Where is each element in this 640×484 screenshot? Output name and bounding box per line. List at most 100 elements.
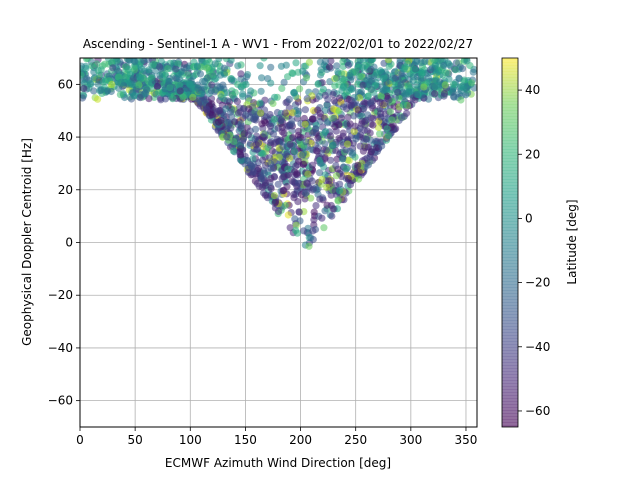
data-point bbox=[128, 81, 136, 89]
y-tick-label: 0 bbox=[65, 236, 73, 250]
data-point bbox=[203, 64, 211, 72]
data-point bbox=[228, 75, 236, 83]
data-point bbox=[94, 95, 102, 103]
y-tick-label: 20 bbox=[58, 183, 73, 197]
data-point bbox=[247, 87, 255, 95]
data-point bbox=[351, 122, 359, 130]
data-point bbox=[271, 198, 280, 206]
data-point bbox=[364, 111, 372, 119]
data-point bbox=[384, 58, 393, 64]
data-point bbox=[345, 156, 353, 164]
data-point bbox=[305, 242, 313, 250]
data-point bbox=[376, 105, 384, 113]
data-point bbox=[404, 60, 412, 68]
data-point bbox=[80, 94, 87, 102]
data-point bbox=[193, 62, 201, 70]
data-point bbox=[316, 109, 324, 118]
data-point bbox=[243, 73, 251, 81]
data-point bbox=[318, 175, 326, 184]
data-point bbox=[355, 168, 363, 176]
data-point bbox=[344, 61, 352, 69]
data-point bbox=[418, 71, 426, 79]
data-point bbox=[284, 165, 292, 173]
data-point bbox=[292, 162, 300, 170]
data-point bbox=[257, 109, 265, 117]
data-point bbox=[354, 161, 362, 169]
data-point bbox=[194, 84, 202, 92]
colorbar-tick-label: 0 bbox=[525, 211, 533, 225]
data-point bbox=[403, 109, 411, 117]
data-point bbox=[260, 169, 268, 177]
data-point bbox=[296, 85, 304, 93]
data-point bbox=[289, 133, 297, 142]
data-point bbox=[356, 142, 364, 150]
data-point bbox=[252, 141, 260, 149]
x-tick-label: 300 bbox=[399, 433, 422, 447]
data-point bbox=[215, 58, 223, 63]
data-point bbox=[316, 169, 324, 177]
data-point bbox=[137, 74, 145, 82]
data-point bbox=[412, 90, 421, 98]
data-point bbox=[321, 140, 329, 148]
data-point bbox=[246, 139, 254, 147]
data-point bbox=[308, 161, 316, 169]
data-point bbox=[378, 142, 386, 150]
data-point bbox=[207, 87, 215, 95]
colorbar-tick-label: −40 bbox=[525, 340, 550, 354]
data-point bbox=[275, 153, 283, 161]
data-point bbox=[237, 75, 245, 83]
data-point bbox=[269, 130, 278, 138]
data-point bbox=[257, 87, 265, 95]
data-point bbox=[299, 151, 307, 159]
data-point bbox=[186, 81, 194, 89]
data-point bbox=[104, 87, 112, 95]
data-point bbox=[308, 115, 316, 123]
data-point bbox=[227, 58, 235, 64]
data-point bbox=[302, 74, 310, 82]
data-point bbox=[267, 63, 275, 71]
data-point bbox=[307, 234, 315, 242]
data-point bbox=[405, 82, 413, 90]
data-point bbox=[209, 71, 217, 79]
data-point bbox=[279, 187, 287, 195]
data-point bbox=[430, 58, 438, 64]
data-point bbox=[266, 154, 274, 162]
data-point bbox=[239, 135, 247, 143]
data-point bbox=[243, 123, 251, 132]
data-point bbox=[200, 96, 208, 104]
data-point bbox=[332, 172, 341, 180]
data-point bbox=[316, 92, 324, 100]
data-point bbox=[320, 224, 328, 232]
data-point bbox=[330, 97, 338, 105]
data-point bbox=[80, 62, 85, 70]
data-point bbox=[432, 69, 440, 77]
data-point bbox=[258, 174, 266, 183]
data-point bbox=[108, 58, 116, 66]
data-point bbox=[367, 58, 376, 64]
data-point bbox=[166, 84, 174, 92]
data-point bbox=[269, 99, 277, 108]
data-point bbox=[244, 168, 253, 176]
data-point bbox=[129, 75, 137, 83]
data-point bbox=[124, 66, 132, 74]
data-point bbox=[385, 96, 393, 104]
y-tick-label: −20 bbox=[48, 288, 73, 302]
data-point bbox=[303, 180, 312, 188]
data-point bbox=[219, 81, 227, 89]
data-point bbox=[237, 141, 245, 149]
x-tick-label: 100 bbox=[179, 433, 202, 447]
data-point bbox=[236, 148, 244, 156]
data-point bbox=[339, 58, 347, 66]
data-point bbox=[449, 80, 458, 88]
data-point bbox=[459, 84, 467, 92]
data-point bbox=[409, 73, 418, 81]
data-point bbox=[334, 196, 342, 204]
data-point bbox=[175, 75, 183, 83]
data-point bbox=[350, 112, 358, 120]
data-point bbox=[355, 94, 364, 102]
data-point bbox=[440, 61, 448, 70]
data-point bbox=[260, 58, 268, 62]
data-point bbox=[86, 79, 94, 88]
data-point bbox=[376, 98, 384, 106]
data-point bbox=[240, 105, 248, 113]
